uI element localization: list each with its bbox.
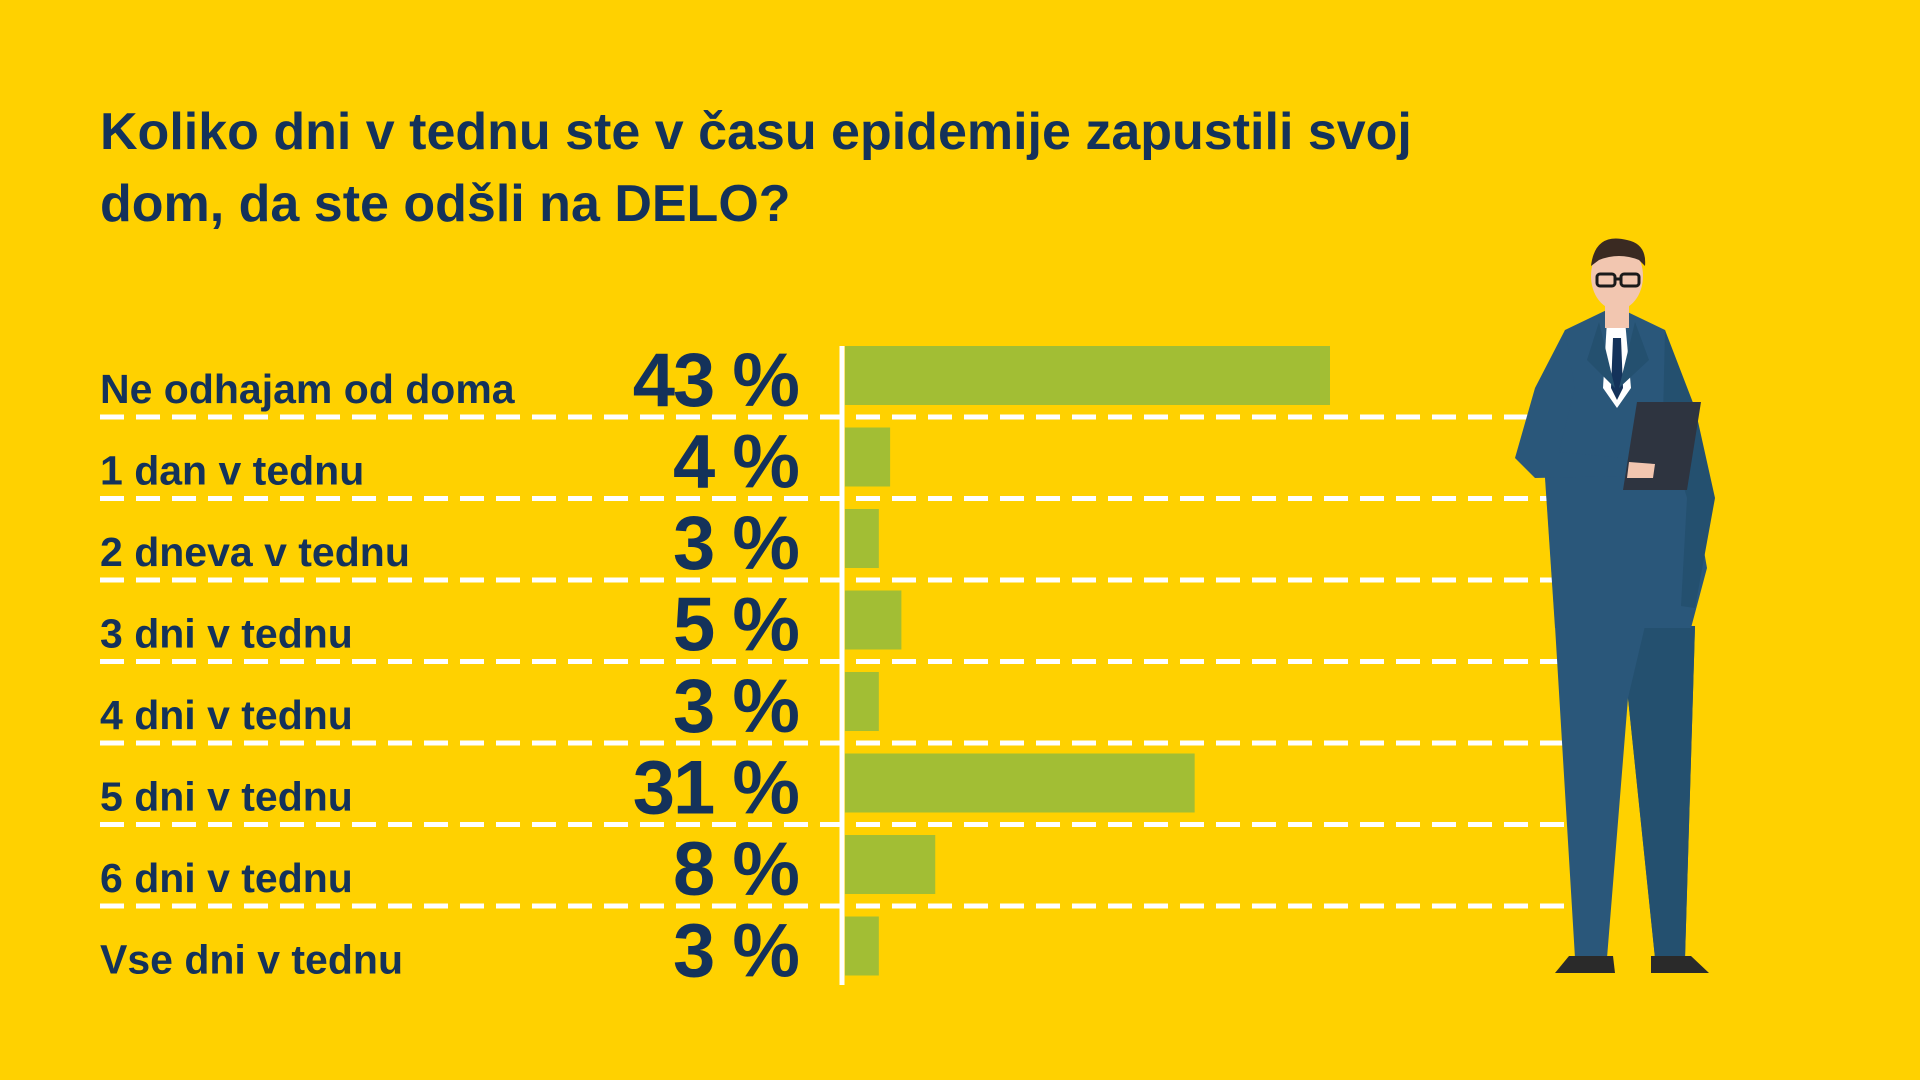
value-label: 5 % xyxy=(673,583,798,668)
bar xyxy=(845,916,879,976)
bar xyxy=(845,672,879,731)
bar xyxy=(845,590,902,650)
category-label: Ne odhajam od doma xyxy=(100,366,516,412)
category-label: 2 dneva v tednu xyxy=(100,529,410,575)
value-label: 4 % xyxy=(673,420,798,505)
bar xyxy=(845,753,1195,813)
bar xyxy=(845,509,879,568)
category-label: 5 dni v tednu xyxy=(100,774,353,820)
value-label: 31 % xyxy=(633,746,799,831)
businessman-with-tablet-icon xyxy=(1515,238,1715,973)
value-label: 43 % xyxy=(633,338,799,423)
category-label: 3 dni v tednu xyxy=(100,611,353,657)
category-label: 1 dan v tednu xyxy=(100,448,364,494)
value-label: 8 % xyxy=(673,827,798,912)
category-label: Vse dni v tednu xyxy=(100,937,403,983)
value-label: 3 % xyxy=(673,664,798,749)
category-label: 4 dni v tednu xyxy=(100,692,353,738)
value-label: 3 % xyxy=(673,909,798,994)
category-label: 6 dni v tednu xyxy=(100,855,353,901)
chart-title: Koliko dni v tednu ste v času epidemije … xyxy=(100,103,1412,233)
bar xyxy=(845,346,1330,405)
bar xyxy=(845,835,936,894)
value-label: 3 % xyxy=(673,501,798,586)
bar xyxy=(845,427,891,487)
